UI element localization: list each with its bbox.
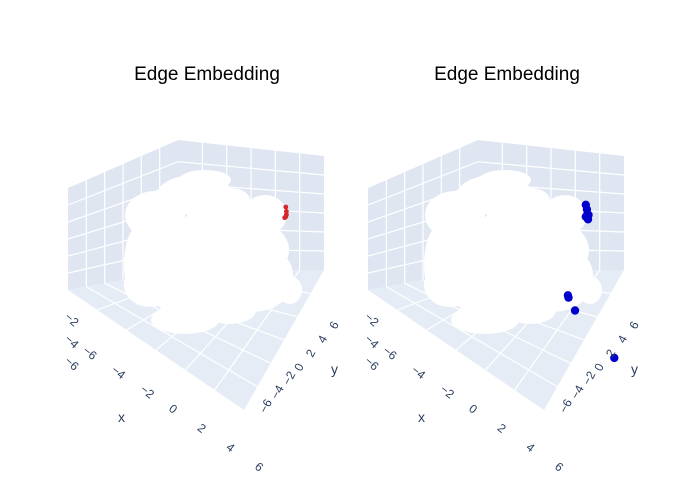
cloud-blob	[510, 188, 550, 212]
highlight-point	[581, 200, 590, 209]
cloud-blob	[278, 276, 302, 304]
x-tick-label: 2	[195, 421, 209, 436]
cloud-blob	[578, 276, 602, 304]
highlight-point	[610, 353, 619, 363]
background-point-cloud	[424, 170, 602, 334]
y-tick-label: −6	[556, 396, 575, 415]
chart-panel-left[interactable]: Edge Embedding −6−4−20246−6−4−20246−6−4−…	[62, 64, 342, 475]
z-tick-label: −4	[62, 332, 82, 352]
cloud-blob	[124, 225, 156, 305]
highlight-point	[570, 306, 580, 315]
x-tick-label: 0	[466, 401, 480, 416]
x-tick-label: 2	[495, 421, 509, 436]
z-tick-label: −2	[62, 310, 82, 330]
cloud-blob	[204, 296, 256, 324]
x-tick-label: −6	[80, 343, 100, 363]
highlight-point	[584, 210, 593, 220]
y-tick-label: −2	[580, 368, 599, 387]
highlight-point	[284, 212, 289, 218]
y-tick-label: −2	[280, 368, 299, 387]
background-point-cloud	[124, 170, 302, 334]
x-axis-title: x	[418, 409, 425, 425]
x-tick-label: −2	[137, 382, 157, 402]
x-tick-label: −4	[109, 363, 129, 383]
x-axis-title: x	[118, 409, 125, 425]
y-tick-label: 4	[615, 333, 631, 346]
y-tick-label: 6	[626, 319, 642, 332]
highlight-point	[284, 209, 289, 214]
cloud-blob	[504, 296, 556, 324]
y-tick-label: −4	[568, 382, 587, 401]
x-tick-label: 6	[252, 459, 266, 474]
y-tick-label: 0	[291, 361, 307, 374]
cloud-blob	[179, 170, 231, 190]
y-tick-label: −6	[256, 396, 275, 415]
cloud-blob	[210, 188, 250, 212]
highlight-series	[563, 200, 619, 363]
x-tick-label: −2	[437, 382, 457, 402]
y-tick-label: 4	[315, 333, 331, 346]
z-tick-label: −6	[62, 354, 82, 374]
y-tick-label: 6	[326, 319, 342, 332]
z-tick-label: −4	[362, 332, 382, 352]
chart-title-right: Edge Embedding	[434, 64, 580, 85]
x-tick-label: 4	[523, 440, 537, 455]
z-tick-label: −2	[362, 310, 382, 330]
highlight-series	[282, 204, 289, 221]
x-tick-label: −6	[380, 343, 400, 363]
x-tick-label: −4	[409, 363, 429, 383]
cloud-blob	[424, 225, 456, 305]
x-tick-label: 0	[166, 401, 180, 416]
y-tick-label: 2	[603, 347, 619, 360]
y-axis-title: y	[631, 361, 638, 377]
x-tick-label: 6	[552, 459, 566, 474]
cloud-blob	[243, 195, 287, 235]
y-tick-label: 0	[591, 361, 607, 374]
cloud-blob	[151, 306, 219, 334]
chart-panel-right[interactable]: Edge Embedding −6−4−20246−6−4−20246−6−4−…	[362, 64, 642, 475]
y-tick-label: −4	[268, 382, 287, 401]
chart-title-left: Edge Embedding	[134, 64, 280, 85]
y-tick-label: 2	[303, 347, 319, 360]
cloud-blob	[445, 221, 505, 249]
cloud-blob	[543, 195, 587, 235]
x-tick-label: 4	[223, 440, 237, 455]
cloud-blob	[451, 306, 519, 334]
y-axis-title: y	[331, 361, 338, 377]
cloud-blob	[479, 170, 531, 190]
highlight-point	[283, 204, 289, 210]
cloud-blob	[145, 221, 205, 249]
z-tick-label: −6	[362, 354, 382, 374]
highlight-point	[564, 293, 573, 302]
